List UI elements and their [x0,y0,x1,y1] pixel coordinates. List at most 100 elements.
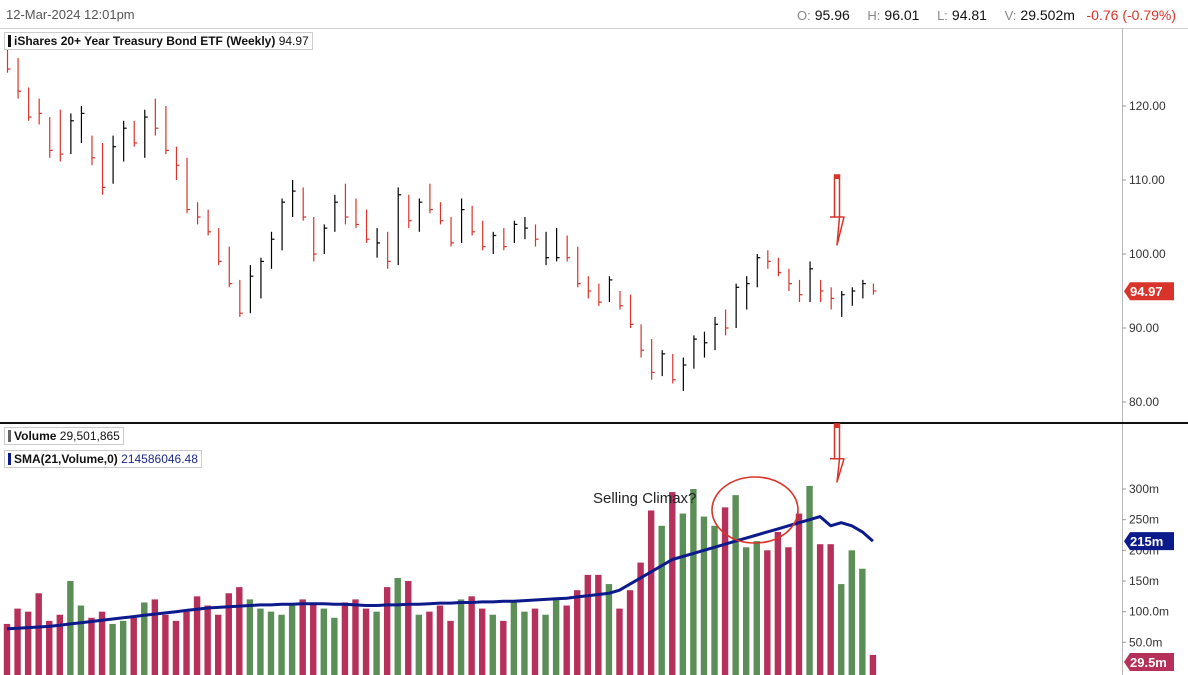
volume-bar [447,620,454,675]
last-volume-tag-text: 29.5m [1130,655,1167,670]
volume-bar [141,602,148,675]
volume-tick-label: 150m [1129,574,1159,588]
sma-legend[interactable]: SMA(21,Volume,0) 214586046.48 [4,450,202,468]
header-ohlc: O: 95.96 H: 96.01 L: 94.81 V: 29.502m -0.76 … [783,7,1176,23]
volume-bar [77,605,85,675]
sma-legend-swatch [8,453,11,465]
volume-bar [56,614,63,675]
volume-legend-swatch [8,430,11,442]
volume-bar [563,605,570,675]
volume-bar [109,623,116,675]
volume-arrow-shaft [833,423,841,460]
volume-tick-label: 300m [1129,482,1159,496]
volume-bar [320,608,327,675]
volume-bar [626,590,634,675]
volume-bar [647,510,655,675]
volume-bar [457,599,465,675]
price-legend-swatch [8,35,11,47]
last-price-tag-text: 94.97 [1130,284,1163,299]
price-arrow-shaft [833,174,841,218]
volume-legend[interactable]: Volume 29,501,865 [4,427,124,445]
volume-bar [816,544,824,675]
volume-bar [574,590,581,675]
volume-bar [753,541,760,675]
sma-legend-value: 214586046.48 [121,452,198,466]
selling-climax-circle [711,476,799,544]
volume-tick-label: 100.0m [1129,605,1169,619]
price-arrow-cap [834,175,840,179]
volume-bar [785,547,792,675]
volume-bar [510,602,518,675]
volume-bar [542,614,549,675]
price-tick-label: 100.00 [1129,247,1166,261]
volume-bar [362,608,370,675]
volume-bar [162,614,169,675]
selling-climax-label: Selling Climax? [593,490,696,507]
volume-bar [215,614,222,675]
volume-bar [690,489,697,675]
volume-bar [616,608,623,675]
volume-bar [331,617,338,675]
volume-bar [67,581,74,675]
volume-label: V: [1004,8,1017,23]
volume-bar [795,513,803,675]
price-legend-name: iShares 20+ Year Treasury Bond ETF (Week… [14,34,276,48]
volume-tick-label: 50.0m [1129,635,1162,649]
volume-bar [373,611,380,675]
volume-bar [584,574,591,675]
volume-bar [267,611,275,675]
volume-bar [24,611,32,675]
open-label: O: [797,8,811,23]
volume-bar [700,516,708,675]
header-bar: 12-Mar-2024 12:01pm O: 95.96 H: 96.01 L: 94… [0,0,1188,28]
volume-bar [838,584,845,675]
volume-bar [225,593,232,675]
volume-legend-name: Volume [14,429,57,443]
volume-bar [183,611,190,675]
volume-bar [764,550,771,675]
volume-bar [479,608,486,675]
volume-bar [489,614,496,675]
volume-bar [848,550,855,675]
volume-bar [193,596,201,675]
volume-legend-value: 29,501,865 [59,429,120,443]
volume-bar [721,507,729,675]
volume-bar [394,577,401,675]
volume-arrow-head [830,458,845,483]
volume-bar [310,602,317,675]
volume-bar [500,620,507,675]
volume-bar [827,544,834,675]
sma-line [6,515,874,631]
volume-bar [605,584,613,675]
change-value: -0.76 (-0.79%) [1086,7,1176,23]
volume-bar [257,608,264,675]
open-value: 95.96 [814,7,850,23]
header-date: 12-Mar-2024 12:01pm [6,7,135,22]
price-legend[interactable]: iShares 20+ Year Treasury Bond ETF (Week… [4,32,313,50]
volume-bar [552,599,560,675]
sma-tag-text: 215m [1130,534,1163,549]
volume-bar [637,562,644,675]
volume-arrow-cap [834,424,840,428]
volume-bar [869,654,877,675]
volume-bar [14,608,21,675]
sma-tag-bg [1124,532,1174,551]
volume-bar [288,605,296,675]
last-price-tag-bg [1124,282,1174,301]
volume-bar [436,605,444,675]
volume-bar [246,599,254,675]
sma-legend-name: SMA(21,Volume,0) [14,452,118,466]
volume-bar [383,587,391,675]
volume-tick-label: 250m [1129,513,1159,527]
price-tick-label: 80.00 [1129,395,1159,409]
price-tick-label: 110.00 [1129,173,1165,187]
last-volume-tag: 29.5m [1124,653,1174,671]
volume-bar [352,599,359,675]
volume-bar [98,611,106,675]
volume-bar [299,599,306,675]
high-label: H: [867,8,881,23]
volume-bar [172,620,180,675]
volume-bar [531,608,539,675]
volume-bar [341,602,349,675]
volume-bar [415,614,423,675]
